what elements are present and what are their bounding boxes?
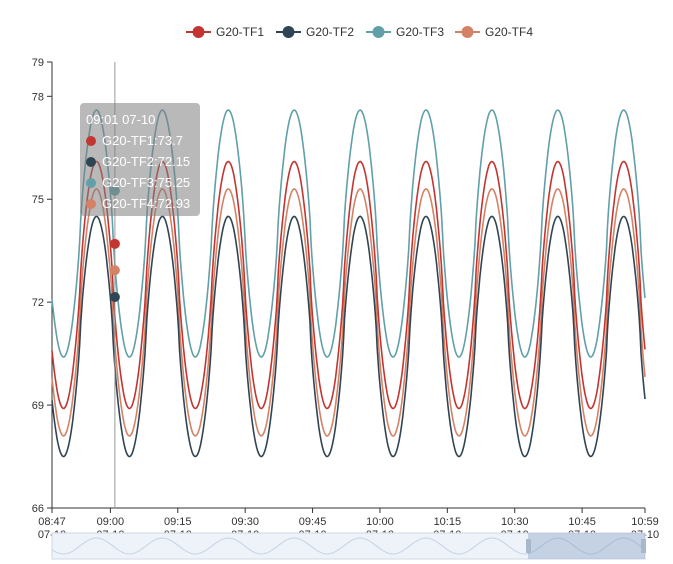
y-tick-label: 72: [32, 297, 44, 309]
legend-item-g20-tf1[interactable]: G20-TF1: [186, 25, 264, 39]
tf2-dot-icon: [86, 156, 96, 167]
legend-item-g20-tf4[interactable]: G20-TF4: [455, 25, 533, 39]
x-tick-time: 10:15: [434, 516, 462, 528]
x-tick-time: 09:15: [164, 516, 192, 528]
x-tick-time: 10:30: [501, 516, 529, 528]
y-tick-label: 78: [32, 91, 44, 103]
legend-label: G20-TF1: [216, 25, 264, 39]
x-tick-time: 09:45: [299, 516, 327, 528]
legend-marker-icon: [372, 26, 385, 38]
tf3-dot-icon: [86, 177, 96, 188]
tooltip-row-tf3: G20-TF3:75.25: [86, 172, 194, 193]
series-line-g20-tf1: [51, 160, 646, 410]
hover-point-g20-tf4: [109, 265, 120, 276]
zoom-preview-line: [51, 537, 646, 555]
x-tick-time: 10:59: [631, 516, 659, 528]
x-tick-time: 09:30: [231, 516, 259, 528]
zoom-track[interactable]: [51, 532, 646, 560]
tf1-dot-icon: [86, 135, 96, 146]
zoom-right-handle[interactable]: [641, 539, 646, 553]
legend-marker-icon: [461, 26, 474, 38]
hover-point-g20-tf2: [109, 292, 120, 303]
legend-marker-icon: [192, 26, 205, 38]
y-tick-label: 66: [32, 503, 44, 515]
legend: G20-TF1 G20-TF2 G20-TF3 G20-TF4: [186, 25, 533, 39]
y-tick-label: 75: [32, 194, 44, 206]
tooltip-label-tf2: G20-TF2:72.15: [102, 154, 191, 169]
legend-marker-icon: [282, 26, 295, 38]
x-tick-time: 09:00: [97, 516, 125, 528]
tooltip-title: 09:01 07-10: [86, 112, 156, 127]
tf4-dot-icon: [86, 198, 96, 209]
tooltip-label-tf3: G20-TF3:75.25: [102, 175, 191, 190]
series-line-g20-tf2: [51, 215, 646, 458]
tooltip-label-tf1: G20-TF1:73.7: [102, 133, 183, 148]
y-axis: 66 69 72 75 78 79: [32, 57, 53, 515]
legend-item-g20-tf3[interactable]: G20-TF3: [366, 25, 444, 39]
x-tick-time: 08:47: [38, 516, 66, 528]
x-tick-time: 10:45: [568, 516, 596, 528]
hover-point-g20-tf1: [109, 238, 120, 249]
legend-label: G20-TF4: [485, 25, 533, 39]
tooltip-row-tf1: G20-TF1:73.7: [86, 130, 194, 151]
series-line-g20-tf4: [51, 188, 646, 437]
zoom-selected-range[interactable]: [528, 533, 645, 559]
data-zoom-slider[interactable]: [51, 532, 646, 560]
tooltip-label-tf4: G20-TF4:72.93: [102, 196, 191, 211]
legend-label: G20-TF2: [306, 25, 354, 39]
x-tick-time: 10:00: [366, 516, 394, 528]
tooltip: 09:01 07-10 G20-TF1:73.7 G20-TF2:72.15 G…: [80, 103, 200, 216]
tooltip-row-tf4: G20-TF4:72.93: [86, 193, 194, 214]
y-tick-label: 79: [32, 57, 44, 69]
legend-label: G20-TF3: [396, 25, 444, 39]
y-tick-label: 69: [32, 400, 44, 412]
tooltip-row-tf2: G20-TF2:72.15: [86, 151, 194, 172]
legend-item-g20-tf2[interactable]: G20-TF2: [276, 25, 354, 39]
zoom-left-handle[interactable]: [526, 539, 531, 553]
